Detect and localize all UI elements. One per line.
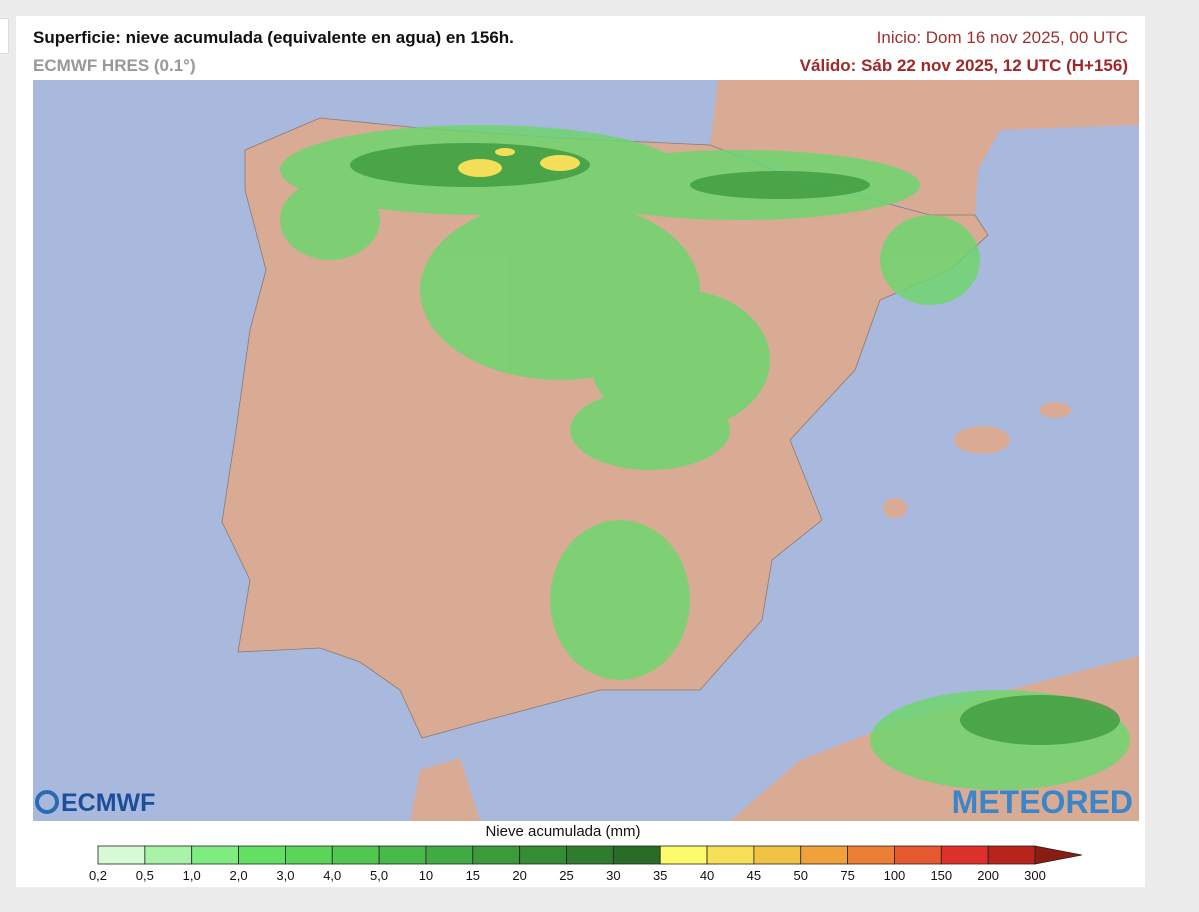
legend-box — [566, 845, 614, 865]
ibiza — [883, 498, 907, 518]
legend-label: 2,0 — [230, 868, 248, 883]
legend-box — [97, 845, 146, 865]
legend-label: 100 — [884, 868, 906, 883]
legend-box — [753, 845, 802, 865]
legend-label: 75 — [840, 868, 854, 883]
ecmwf-text: ECMWF — [61, 789, 155, 817]
legend-label: 4,0 — [323, 868, 341, 883]
legend-box — [191, 845, 239, 865]
menorca — [1039, 402, 1071, 418]
legend-box — [659, 845, 708, 865]
legend-label: 5,0 — [370, 868, 388, 883]
legend-box — [144, 845, 193, 865]
legend: Nieve acumulada (mm) 0,2 0,5 1,0 2,0 3,0 4,0 5… — [89, 823, 1082, 883]
legend-box — [894, 845, 942, 865]
legend-box — [331, 845, 380, 865]
legend-label: 40 — [700, 868, 714, 883]
legend-box — [238, 845, 286, 865]
legend-label: 300 — [1024, 868, 1046, 883]
legend-box — [472, 845, 521, 865]
valid-time: Válido: Sáb 22 nov 2025, 12 UTC (H+156) — [799, 56, 1128, 75]
legend-label: 45 — [747, 868, 761, 883]
map: ECMWF METEORED — [33, 80, 1139, 821]
legend-label: 30 — [606, 868, 620, 883]
title: Superficie: nieve acumulada (equivalente… — [33, 28, 514, 47]
legend-title: Nieve acumulada (mm) — [485, 823, 640, 840]
model: ECMWF HRES (0.1°) — [33, 56, 196, 75]
legend-box — [425, 845, 474, 865]
legend-box — [612, 845, 661, 865]
side-tab — [0, 18, 9, 54]
map-card: Superficie: nieve acumulada (equivalente… — [16, 16, 1145, 887]
legend-label: 0,5 — [136, 868, 154, 883]
morocco — [410, 758, 480, 821]
ecmwf-logo: ECMWF — [35, 789, 155, 817]
legend-arrow — [1034, 845, 1082, 865]
mallorca — [954, 426, 1010, 454]
legend-label: 0,2 — [89, 868, 107, 883]
legend-label: 50 — [794, 868, 808, 883]
snow-peaks — [458, 148, 580, 177]
legend-label: 1,0 — [183, 868, 201, 883]
legend-box — [284, 845, 333, 865]
france — [710, 80, 1139, 215]
legend-label: 35 — [653, 868, 667, 883]
legend-box — [987, 845, 1036, 865]
legend-label: 15 — [466, 868, 480, 883]
meteored-logo: METEORED — [952, 784, 1133, 820]
legend-box — [800, 845, 848, 865]
legend-label: 200 — [977, 868, 999, 883]
legend-label: 3,0 — [276, 868, 294, 883]
legend-label: 150 — [930, 868, 952, 883]
legend-box — [706, 845, 755, 865]
legend-box — [378, 845, 427, 865]
legend-box — [940, 845, 989, 865]
legend-box — [847, 845, 895, 865]
legend-label: 20 — [512, 868, 526, 883]
legend-box — [519, 845, 567, 865]
start-time: Inicio: Dom 16 nov 2025, 00 UTC — [876, 28, 1128, 47]
legend-label: 10 — [419, 868, 433, 883]
legend-label: 25 — [559, 868, 573, 883]
